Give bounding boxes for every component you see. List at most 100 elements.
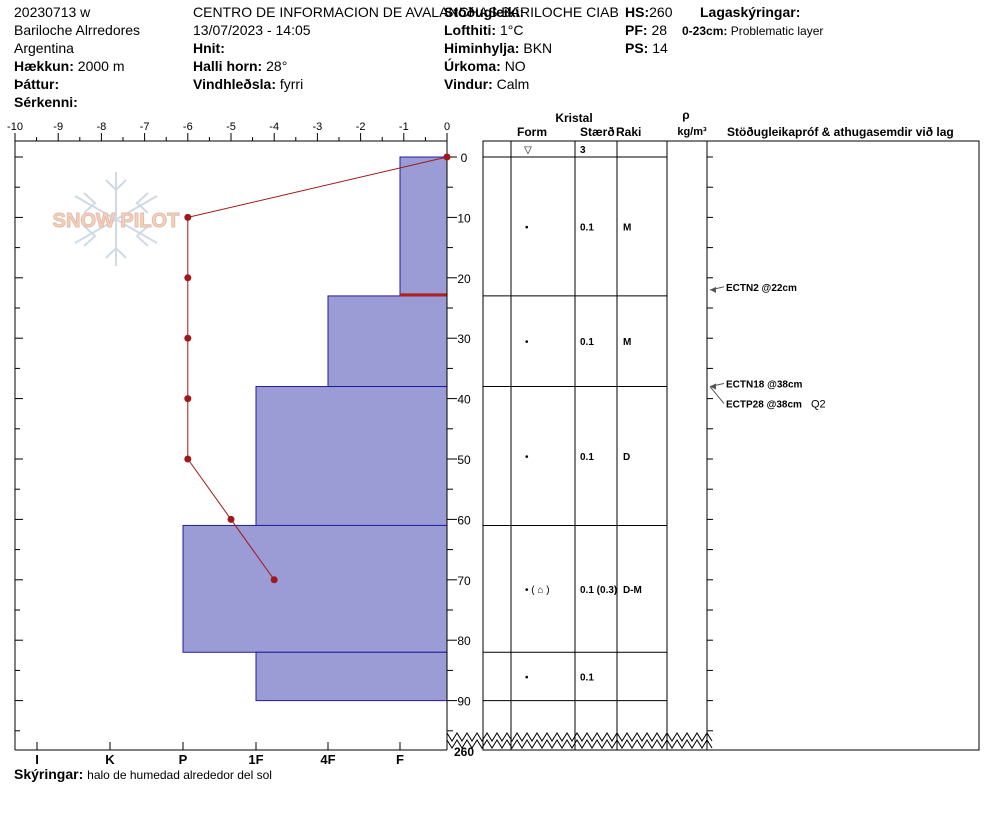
date-code: 20230713 w <box>14 4 91 20</box>
wind-load-value: fyrri <box>279 76 304 92</box>
layers-title: Lagaskýringar: <box>700 4 800 21</box>
ps-value: 14 <box>652 40 668 56</box>
row-moisture-0: M <box>623 222 631 233</box>
surface-size: 3 <box>580 145 586 156</box>
hardness-tick-label-5: F <box>396 752 404 767</box>
sky: Himinhylja: BKN <box>444 40 552 57</box>
temp-tick-label-7: -3 <box>313 121 323 133</box>
logo-text: SNOW PILOT <box>53 210 180 232</box>
test-label-2: ECTP28 @38cm <box>726 400 802 411</box>
hardness-layer-2 <box>255 386 448 526</box>
precip: Úrkoma: NO <box>444 58 526 75</box>
row-form-3: • ( ⌂ ) <box>525 585 550 596</box>
depth-tick-label-1: 10 <box>457 211 471 225</box>
aspect-label: Þáttur: <box>14 76 60 92</box>
tests-header: Stöðugleikapróf & athugasemdir við lag <box>727 125 954 139</box>
remarks-label: Skýringar: <box>14 766 84 782</box>
slope-label: Halli horn: <box>193 58 263 74</box>
country: Argentina <box>14 40 74 56</box>
pf-label: PF: <box>625 22 648 38</box>
hs-value: 260 <box>649 4 673 20</box>
hardness-tick-label-0: I <box>35 752 39 767</box>
depth-tick-label-2: 20 <box>457 272 471 286</box>
hardness-layer-1 <box>327 295 448 388</box>
temp-tick-label-10: 0 <box>444 121 450 133</box>
row-size-0: 0.1 <box>580 222 594 233</box>
ps-label: PS: <box>625 40 649 56</box>
coords: Hnit: <box>193 40 225 57</box>
wind-label: Vindur: <box>444 76 493 92</box>
sky-label: Himinhylja: <box>444 40 520 56</box>
hardness-tick-label-2: P <box>179 752 188 767</box>
depth-tick-label-4: 40 <box>457 393 471 407</box>
size-header: Stærð <box>580 125 615 139</box>
row-size-4: 0.1 <box>580 672 594 683</box>
temperature-point-1 <box>184 213 192 221</box>
temp-tick-label-4: -6 <box>183 121 193 133</box>
pf: PF: 28 <box>625 22 667 39</box>
wind-load: Vindhleðsla: fyrri <box>193 76 303 93</box>
row-moisture-3: D-M <box>623 585 642 596</box>
datetime: 13/07/2023 - 14:05 <box>193 22 311 38</box>
temperature-point-2 <box>184 274 192 282</box>
hs: HS:260 <box>625 4 672 21</box>
aspect: Þáttur: <box>14 76 59 93</box>
organization: CENTRO DE INFORMACION DE AVALANCHAS BARI… <box>193 4 619 20</box>
row-size-1: 0.1 <box>580 337 594 348</box>
temp-tick-label-3: -7 <box>140 121 150 133</box>
temperature-point-6 <box>227 515 235 523</box>
row-form-1: • <box>525 337 529 348</box>
hardness-tick-label-4: 4F <box>320 752 335 767</box>
layer-note-range: 0-23cm: <box>682 24 728 38</box>
density-unit: kg/m³ <box>677 126 707 138</box>
features-label: Sérkenni: <box>14 94 78 110</box>
hardness-tick-label-3: 1F <box>248 752 263 767</box>
moisture-header: Raki <box>616 125 641 139</box>
depth-tick-label-5: 50 <box>457 453 471 467</box>
coords-label: Hnit: <box>193 40 225 56</box>
temp-tick-label-2: -8 <box>97 121 107 133</box>
elevation-label: Hækkun: <box>14 58 74 74</box>
depth-tick-label-0: 0 <box>461 151 468 165</box>
depth-tick-label-9: 90 <box>457 695 471 709</box>
temp-tick-label-9: -1 <box>399 121 409 133</box>
hardness-tick-label-1: K <box>105 752 115 767</box>
precip-value: NO <box>504 58 526 74</box>
location: Bariloche Alrredores <box>14 22 141 38</box>
hardness-layer-4 <box>255 651 448 702</box>
hardness-layer-3 <box>182 524 448 653</box>
temperature-point-4 <box>184 395 192 403</box>
depth-tick-label-7: 70 <box>457 574 471 588</box>
temperature-point-5 <box>184 455 192 463</box>
slope-value: 28° <box>266 58 288 74</box>
air-temp-label: Lofthiti: <box>444 22 497 38</box>
precip-label: Úrkoma: <box>444 58 501 74</box>
wind-value: Calm <box>496 76 530 92</box>
temperature-point-3 <box>184 334 192 342</box>
pf-value: 28 <box>651 22 668 38</box>
row-form-4: • <box>525 672 529 683</box>
test-arrowhead-2 <box>710 383 716 390</box>
depth-tick-label-8: 80 <box>457 634 471 648</box>
air-temp-value: 1°C <box>499 22 524 38</box>
layers-label: Lagaskýringar: <box>700 4 801 20</box>
wind: Vindur: Calm <box>444 76 529 93</box>
slope: Halli horn: 28° <box>193 58 287 75</box>
hs-label: HS: <box>625 4 650 20</box>
depth-bottom-label: 260 <box>454 745 474 759</box>
temp-tick-label-5: -5 <box>226 121 236 133</box>
snowpilot-logo: SNOW PILOT <box>52 172 180 266</box>
air-temp: Lofthiti: 1°C <box>444 22 523 39</box>
remarks: Skýringar: halo de humedad alrededor del… <box>14 766 272 784</box>
row-moisture-1: M <box>623 337 631 348</box>
test-arrowhead-0 <box>710 286 716 293</box>
row-size-3: 0.1 (0.3) <box>580 585 617 596</box>
temp-tick-label-1: -9 <box>53 121 63 133</box>
depth-tick-label-6: 60 <box>457 513 471 527</box>
sky-value: BKN <box>523 40 553 56</box>
temperature-line <box>187 156 448 581</box>
table-frame <box>482 140 980 751</box>
temperature-point-7 <box>270 576 278 584</box>
crystal-header: Kristal <box>555 111 592 125</box>
test-label-1: ECTN18 @38cm <box>726 380 803 391</box>
